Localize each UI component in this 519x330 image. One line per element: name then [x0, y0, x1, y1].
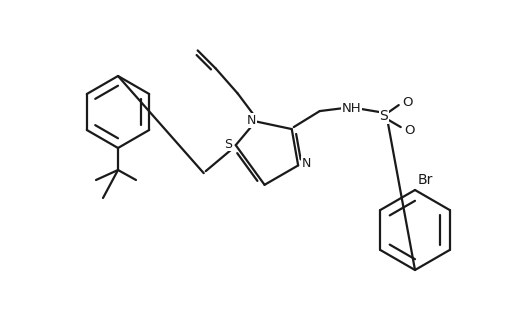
Text: O: O — [404, 123, 415, 137]
Text: N: N — [247, 114, 256, 127]
Text: O: O — [403, 96, 413, 109]
Text: NH: NH — [342, 102, 362, 115]
Text: N: N — [302, 157, 311, 170]
Text: S: S — [379, 109, 388, 123]
Text: S: S — [224, 138, 231, 150]
Text: Br: Br — [417, 173, 433, 187]
